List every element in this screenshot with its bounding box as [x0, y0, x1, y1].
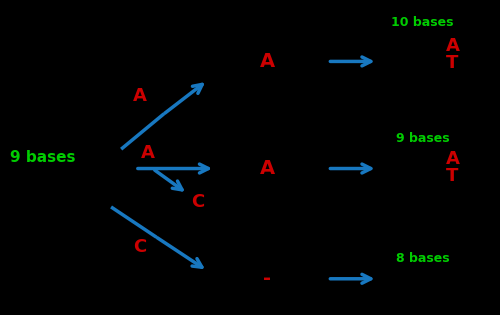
Text: T: T — [446, 54, 458, 72]
Text: T: T — [446, 167, 458, 186]
Text: 8 bases: 8 bases — [396, 252, 450, 265]
Text: A: A — [446, 150, 460, 168]
Text: A: A — [133, 87, 147, 105]
Text: A: A — [260, 52, 275, 71]
Text: 10 bases: 10 bases — [391, 15, 454, 29]
Text: A: A — [140, 144, 154, 162]
Text: C: C — [191, 192, 204, 211]
Text: -: - — [264, 269, 272, 288]
Text: 9 bases: 9 bases — [396, 132, 450, 145]
Text: 9 bases: 9 bases — [10, 150, 75, 165]
Text: C: C — [134, 238, 146, 256]
Text: A: A — [260, 159, 275, 178]
Text: A: A — [446, 37, 460, 55]
